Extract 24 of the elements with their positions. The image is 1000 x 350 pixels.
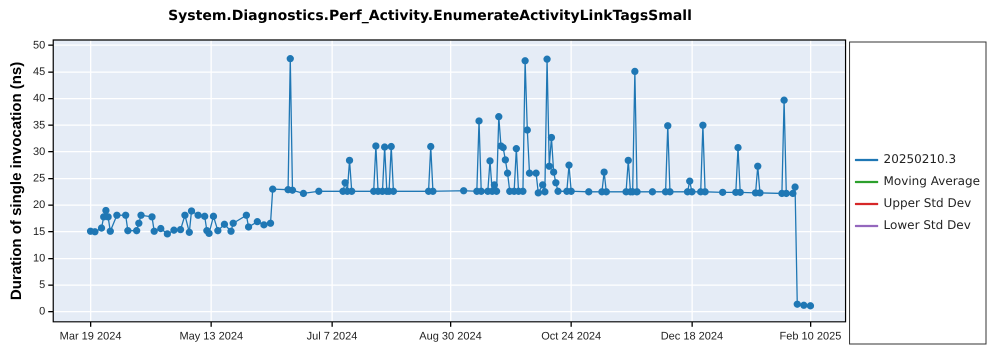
- y-tick-label: 15: [32, 226, 46, 238]
- x-tick-label: Aug 30 2024: [419, 330, 482, 342]
- x-tick-label: Jul 7 2024: [306, 330, 358, 342]
- legend-label: Moving Average: [884, 174, 980, 188]
- x-tick-label: Feb 10 2025: [780, 330, 842, 342]
- y-tick-label: 35: [32, 119, 46, 132]
- x-tick-label: Mar 19 2024: [60, 330, 122, 342]
- y-tick-label: 20: [32, 199, 46, 212]
- legend-label: Lower Std Dev: [884, 218, 971, 232]
- y-tick-label: 40: [32, 92, 46, 105]
- y-tick-label: 0: [39, 306, 46, 318]
- y-tick-label: 50: [32, 39, 46, 52]
- y-tick-label: 30: [32, 146, 46, 158]
- x-tick-label: Dec 18 2024: [660, 330, 724, 342]
- chart-title: System.Diagnostics.Perf_Activity.EnumerateActivityLinkTagsSmall: [167, 8, 693, 24]
- x-tick-label: May 13 2024: [179, 330, 244, 342]
- y-tick-label: 10: [32, 252, 46, 264]
- legend-label: Upper Std Dev: [884, 196, 972, 210]
- y-tick-label: 45: [32, 66, 46, 78]
- legend-label: 20250210.3: [884, 152, 956, 166]
- y-axis-title: Duration of single invocation (ns): [8, 62, 26, 300]
- y-tick-label: 25: [32, 172, 46, 185]
- x-tick-label: Oct 24 2024: [541, 330, 602, 342]
- y-tick-label: 5: [39, 279, 46, 292]
